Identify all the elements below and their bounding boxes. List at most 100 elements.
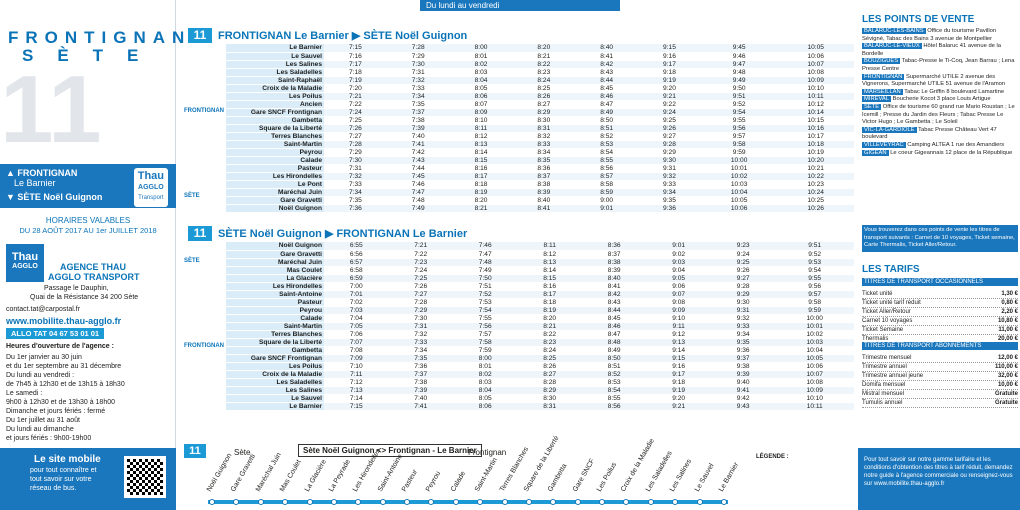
time: 8:02 (449, 60, 513, 69)
time: 9:32 (638, 172, 701, 181)
sales-town: MARSEILLAN (862, 88, 903, 95)
time: 7:33 (386, 84, 450, 93)
sales-text: Le coeur Gigeannais 12 place de la Répub… (890, 149, 1013, 156)
time: 8:38 (581, 258, 647, 267)
timetable-row: Peyrou 7:29 7:42 8:14 8:34 8:54 9:29 9:59 10:19 (182, 148, 854, 157)
map-town: Sète (234, 448, 251, 457)
time: 8:55 (575, 156, 639, 165)
timetable-header: 11 SÈTE Noël Guignon ▶ FRONTIGNAN Le Barn… (178, 226, 854, 241)
time: 8:04 (449, 76, 513, 85)
time: 7:24 (324, 108, 387, 117)
time: 6:55 (324, 242, 389, 251)
time: 10:09 (775, 386, 854, 395)
stop-dot (379, 499, 386, 505)
stop-name: Terres Blanches (226, 132, 324, 141)
stop-name: Le Sauvel (226, 52, 324, 61)
time: 8:19 (517, 306, 582, 315)
time: 9:50 (700, 84, 778, 93)
time: 7:21 (388, 242, 453, 251)
time: 7:14 (324, 394, 389, 403)
time: 7:41 (386, 140, 450, 149)
time: 8:59 (575, 188, 639, 197)
logo: Thau AGGLO Transport (133, 168, 168, 207)
time: 9:24 (638, 108, 701, 117)
time: 9:36 (638, 204, 701, 213)
time: 9:43 (710, 402, 776, 411)
timetable-row: Le Barnier 7:15 7:41 8:06 8:31 8:56 9:21 9:43 10… (182, 402, 854, 411)
tariff-row: Carnet 10 voyages 10,80 € (862, 317, 1018, 326)
stop-name: Peyrou (226, 148, 324, 157)
time: 8:35 (512, 156, 576, 165)
time: 8:43 (581, 298, 647, 307)
stop-dot (257, 499, 264, 505)
time: 6:58 (324, 266, 389, 275)
sales-town: MIREVAL (862, 96, 892, 103)
stop-dot (306, 499, 313, 505)
direction: ▲ FRONTIGNAN (6, 168, 78, 178)
time: 8:20 (517, 314, 582, 323)
time: 8:25 (517, 354, 582, 363)
time: 9:21 (638, 92, 701, 101)
map-stop: Le Barnier (717, 461, 741, 493)
time: 8:20 (512, 44, 576, 53)
time: 9:52 (700, 100, 778, 109)
time: 9:51 (700, 92, 778, 101)
sales-point: MIREVAL Boucherie Kocot 3 place Louis Ar… (862, 96, 1018, 104)
time: 7:05 (324, 322, 389, 331)
mobile-text: pour tout connaître et tout savoir sur vo… (30, 466, 97, 493)
time: 7:30 (386, 60, 450, 69)
stop-dot (599, 499, 606, 505)
timetable-row: Pasteur 7:31 7:44 8:16 8:36 8:56 9:31 10:01 10:2… (182, 164, 854, 173)
map-title: Sète Noël Guignon <> Frontignan - Le Bar… (298, 444, 482, 457)
subsection-title: TITRES DE TRANSPORT ABONNEMENTS (862, 342, 1018, 350)
tariff-price: 10,80 € (997, 318, 1018, 324)
timetable-row: Ancien 7:22 7:35 8:07 8:27 8:47 9:22 9:52 10:12 (182, 100, 854, 109)
stop-name: Mas Coulet (226, 266, 324, 275)
tariff-row: Trimestre annuel 110,00 € (862, 363, 1018, 372)
time: 8:21 (512, 52, 576, 61)
time: 9:55 (775, 274, 854, 283)
timetable-row: Le Sauvel 7:16 7:29 8:01 8:21 8:41 9:16 9:46 10:… (182, 52, 854, 61)
map-stop: Maréchal Juin (254, 451, 283, 493)
stop-name: Peyrou (226, 306, 324, 315)
time: 8:42 (581, 290, 647, 299)
time: 8:42 (575, 60, 639, 69)
time: 10:18 (777, 140, 854, 149)
tariff-row: Trimestre annuel jeune 32,00 € (862, 372, 1018, 381)
time: 7:25 (388, 274, 453, 283)
time: 10:06 (700, 204, 778, 213)
time: 7:38 (388, 378, 453, 387)
sales-town: VIC-LA-GARDIOLE (862, 126, 917, 133)
map-stop: Saint-Antoine (376, 453, 404, 493)
time: 7:34 (324, 188, 387, 197)
stop-name: Les Poilus (226, 362, 324, 371)
time: 10:08 (775, 378, 854, 387)
time: 9:51 (775, 242, 854, 251)
time: 7:40 (386, 132, 450, 141)
footer-info: Pour tout savoir sur notre gamme tarifai… (858, 448, 1020, 510)
stop-name: Les Saladelles (226, 378, 324, 387)
timetable-row: Les Poilus 7:21 7:34 8:06 8:26 8:46 9:21 9:51 10… (182, 92, 854, 101)
tariff-price: 12,00 € (997, 355, 1018, 361)
stop-dot (233, 499, 240, 505)
time: 8:38 (512, 180, 576, 189)
time: 9:08 (646, 298, 711, 307)
stop-name: Gare SNCF Frontignan (226, 354, 324, 363)
stop-dot (428, 499, 435, 505)
time: 7:49 (386, 204, 450, 213)
time: 8:50 (575, 116, 639, 125)
time: 7:29 (386, 52, 450, 61)
time: 8:04 (452, 386, 518, 395)
mobile-band: Le site mobile pour tout connaître et tou… (0, 448, 176, 510)
tariff-price: 2,20 € (1001, 309, 1018, 315)
time: 8:31 (517, 402, 582, 411)
time: 10:09 (777, 76, 854, 85)
stop-name: Croix de la Maladie (226, 84, 324, 93)
time: 7:40 (388, 394, 453, 403)
sales-town: BALARUC-LES-BAINS (862, 28, 926, 34)
time: 9:35 (710, 338, 776, 347)
time: 8:10 (449, 116, 513, 125)
logo-text: Transport (138, 195, 164, 201)
time: 9:21 (646, 402, 711, 411)
tariff-price: Gratuite (994, 391, 1018, 397)
